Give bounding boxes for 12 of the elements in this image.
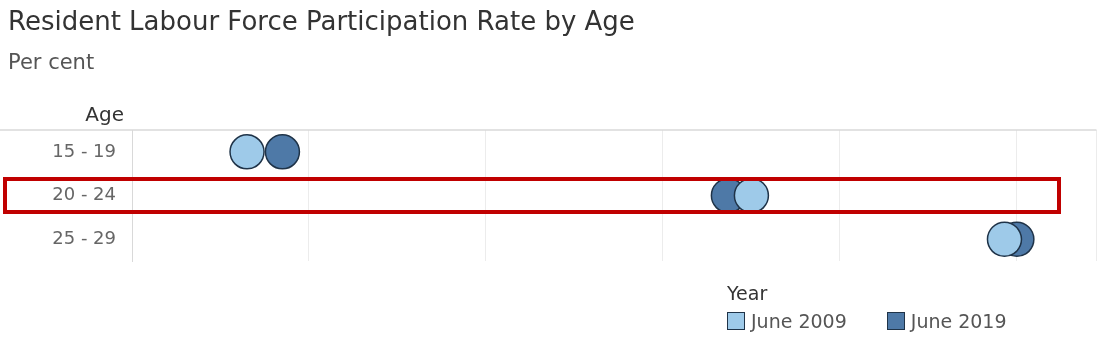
legend-label: June 2019 — [910, 310, 1007, 332]
chart-subtitle: Per cent — [8, 50, 95, 74]
chart-title: Resident Labour Force Participation Rate by Age — [8, 6, 635, 36]
y-tick-label: 15 - 19 — [52, 139, 116, 161]
point — [986, 221, 1023, 258]
y-tick-label: 25 - 29 — [52, 227, 116, 249]
point — [229, 134, 265, 170]
legend-title: Year — [727, 282, 769, 304]
y-tick-label: 20 - 24 — [52, 183, 116, 205]
legend-label: June 2009 — [751, 310, 847, 332]
point — [264, 134, 301, 170]
y-axis-title: Age — [85, 102, 124, 127]
